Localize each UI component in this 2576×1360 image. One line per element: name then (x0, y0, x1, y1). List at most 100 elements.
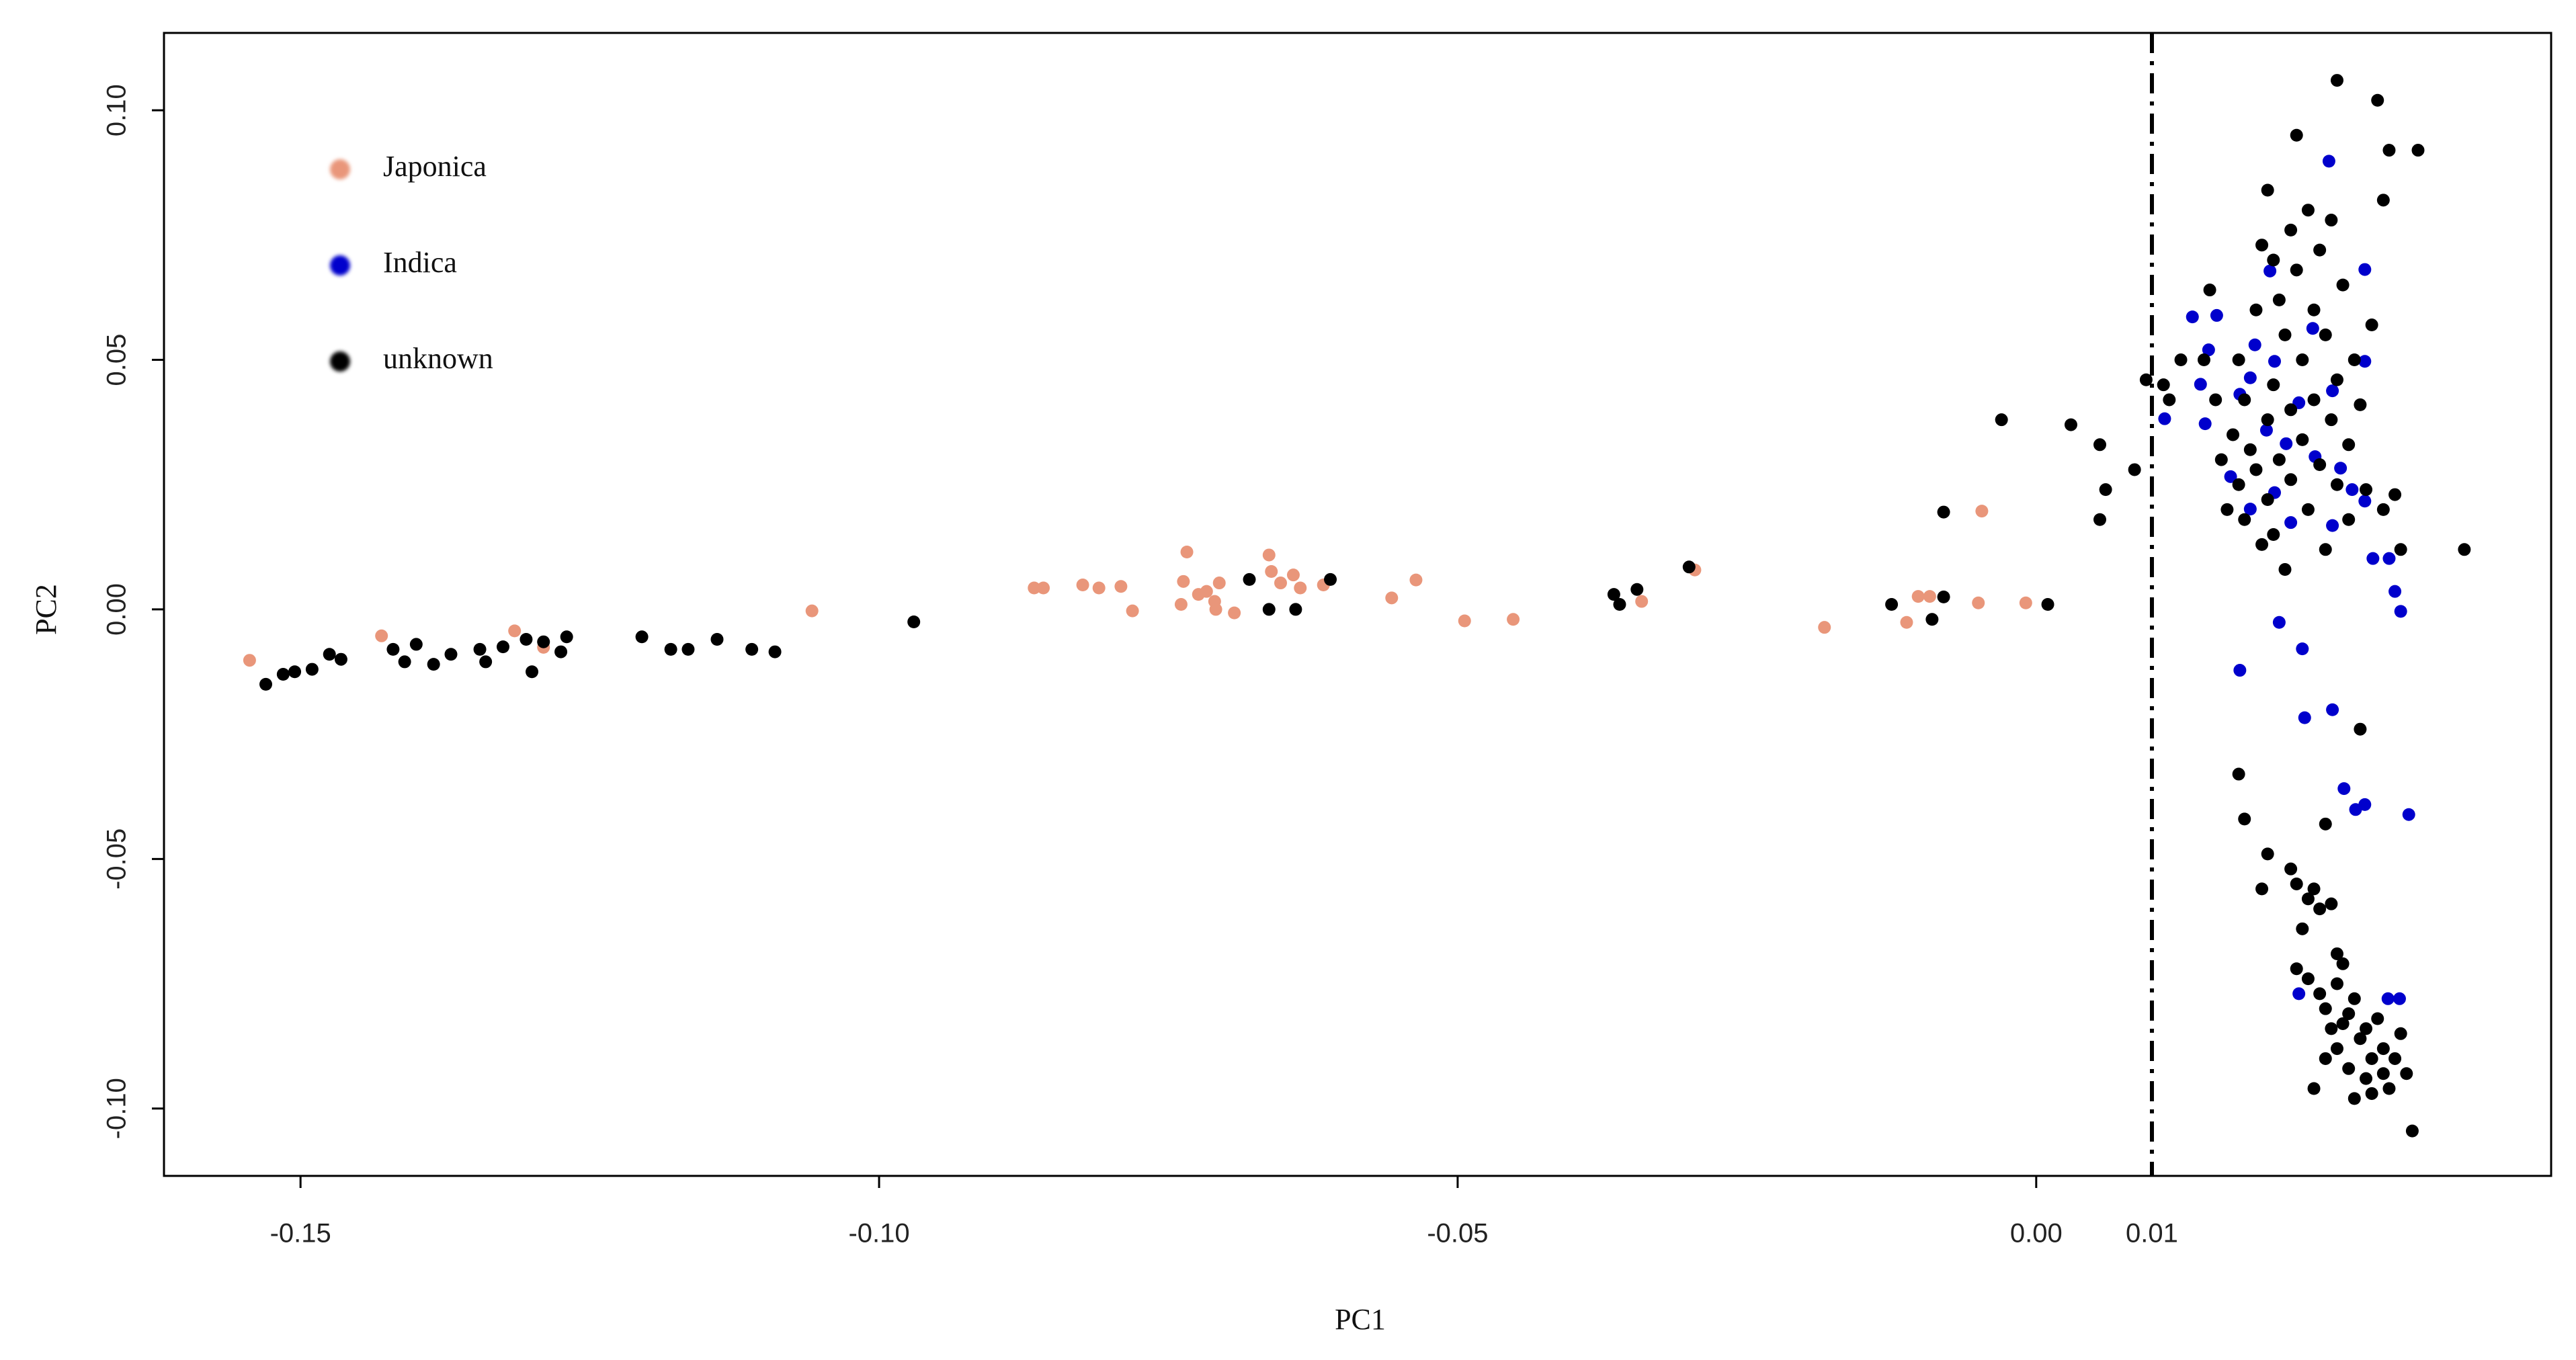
legend-marker (330, 159, 350, 179)
y-tick-label: -0.10 (102, 1078, 132, 1139)
point (1972, 596, 1985, 609)
point (2284, 862, 2298, 876)
point (2319, 328, 2332, 341)
point (681, 642, 695, 656)
point (2301, 204, 2315, 217)
point (2157, 378, 2170, 392)
point (2301, 892, 2315, 906)
point (554, 645, 568, 658)
point (1324, 572, 1337, 586)
point (2336, 1017, 2350, 1030)
point (2405, 1124, 2419, 1138)
point (2322, 155, 2335, 168)
point (2330, 373, 2343, 386)
point (2336, 278, 2350, 292)
point (1995, 413, 2008, 427)
y-tick-label: 0.00 (102, 583, 132, 636)
point (2290, 962, 2303, 976)
point (1385, 591, 1399, 605)
point (1209, 603, 1222, 616)
point (1262, 603, 1276, 616)
y-tick-label: 0.05 (102, 334, 132, 386)
point (768, 645, 782, 658)
y-tick-label: 0.10 (102, 84, 132, 136)
point (2194, 378, 2207, 391)
point (2301, 972, 2315, 986)
point (1174, 598, 1188, 611)
point (473, 642, 487, 656)
point (2284, 516, 2298, 529)
point (560, 630, 573, 644)
point (664, 642, 677, 656)
point (2296, 642, 2309, 656)
point (2272, 453, 2286, 466)
point (2342, 513, 2356, 526)
point (2238, 393, 2251, 407)
point (2267, 528, 2280, 542)
point (2313, 902, 2327, 916)
point (2064, 418, 2077, 431)
point (2198, 417, 2212, 431)
point (2365, 1087, 2378, 1100)
point (2249, 303, 2263, 316)
point (2319, 817, 2332, 831)
point (259, 677, 273, 691)
point (2290, 128, 2303, 142)
point (2263, 264, 2277, 278)
point (1925, 613, 1939, 626)
point (1076, 579, 1089, 592)
point (2278, 328, 2292, 341)
point (2093, 438, 2107, 452)
point (2354, 722, 2367, 736)
point (2360, 483, 2373, 497)
point (2388, 488, 2402, 501)
point (2354, 1032, 2367, 1046)
point (2290, 263, 2303, 277)
point (305, 663, 319, 676)
point (2376, 1042, 2390, 1056)
point (2298, 711, 2311, 724)
point (398, 655, 411, 669)
point (2342, 1062, 2356, 1075)
point (479, 655, 493, 669)
x-tick-label: -0.10 (848, 1219, 909, 1248)
point (2220, 503, 2234, 516)
point (2313, 243, 2327, 257)
point (1289, 603, 1302, 616)
point (1028, 581, 1041, 595)
point (2202, 343, 2215, 357)
point (2366, 552, 2380, 565)
point (2284, 473, 2298, 486)
point (2248, 338, 2261, 351)
point (2402, 808, 2415, 821)
point (1177, 575, 1190, 588)
point (2267, 378, 2280, 392)
point (1262, 548, 1276, 562)
point (2261, 413, 2274, 427)
point (907, 615, 921, 628)
point (2394, 1027, 2407, 1040)
point (2360, 1072, 2373, 1085)
point (526, 665, 539, 679)
point (2284, 223, 2298, 237)
point (1409, 573, 1423, 587)
point (2041, 598, 2054, 611)
x-tick-label: 0.00 (2010, 1219, 2063, 1248)
point (386, 642, 400, 656)
point (2214, 453, 2228, 466)
point (1126, 604, 1139, 618)
point (2358, 355, 2372, 368)
point (2197, 353, 2210, 367)
point (1200, 585, 1213, 598)
point (2358, 263, 2372, 276)
point (1286, 568, 1300, 582)
point (2371, 1012, 2384, 1025)
point (1900, 615, 1913, 629)
point (2411, 144, 2425, 157)
point (2290, 877, 2303, 890)
point (409, 638, 423, 651)
point (2238, 812, 2251, 826)
point (1037, 581, 1050, 595)
point (1114, 580, 1128, 593)
